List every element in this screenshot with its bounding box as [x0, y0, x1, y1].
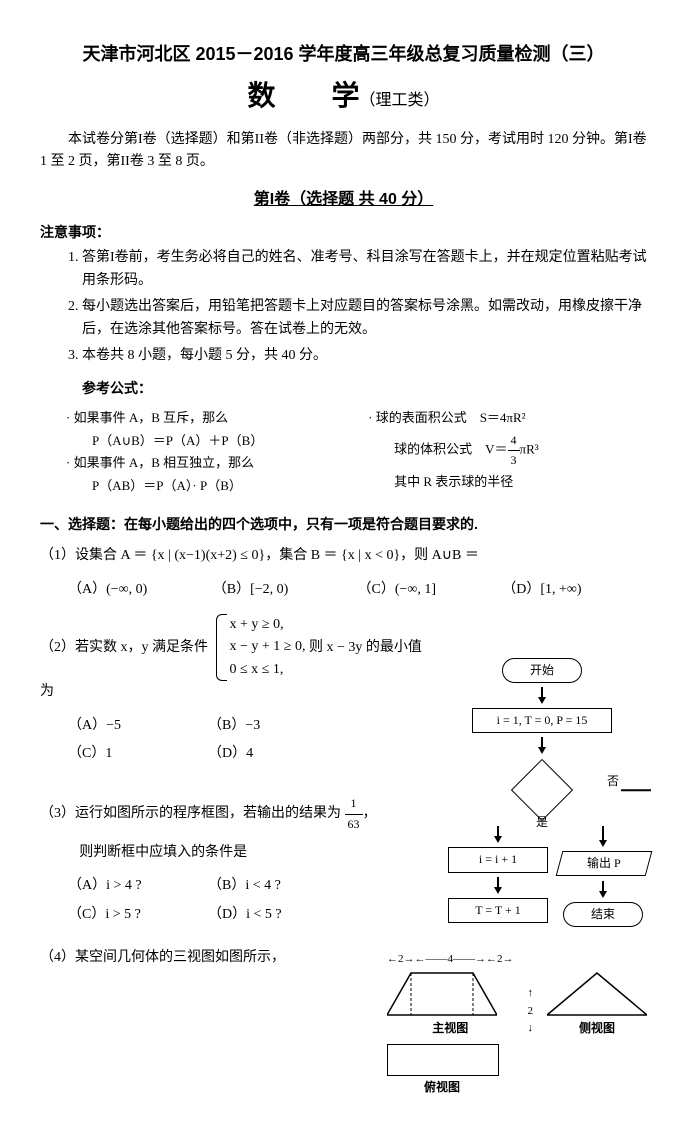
notice-item: 本卷共 8 小题，每小题 5 分，共 40 分。 — [82, 345, 647, 367]
flow-start: 开始 — [502, 658, 582, 683]
notice-list: 答第I卷前，考生务必将自己的姓名、准考号、科目涂写在答题卡上，并在规定位置粘贴考… — [40, 247, 647, 367]
flow-init: i = 1, T = 0, P = 15 — [472, 708, 612, 733]
section-1-title: 第I卷（选择题 共 40 分） — [40, 187, 647, 213]
question-1: （1）设集合 A ＝ {x | (x−1)(x+2) ≤ 0}，集合 B ＝ {… — [40, 545, 647, 604]
q1-options: （A）(−∞, 0) （B）[−2, 0) （C）(−∞, 1] （D）[1, … — [68, 576, 647, 604]
flow-step2: T = T + 1 — [448, 898, 548, 923]
formula-line: 球的体积公式 V＝43πR³ — [368, 431, 647, 470]
formula-block: · 如果事件 A，B 互斥，那么 P（A∪B）＝P（A）＋P（B） · 如果事件… — [66, 406, 647, 499]
formula-line: · 如果事件 A，B 相互独立，那么 — [66, 453, 345, 474]
q3-opt-c: （C）i > 5 ? — [68, 904, 208, 926]
q2-opt-b: （B）−3 — [208, 715, 348, 737]
flow-output: 输出 P — [556, 851, 653, 876]
top-view-label: 俯视图 — [387, 1078, 497, 1097]
q2-options: （A）−5 （B）−3 （C）1 （D）4 — [68, 712, 348, 769]
page-title: 天津市河北区 2015－2016 学年度高三年级总复习质量检测（三） — [40, 40, 647, 69]
side-view-label: 侧视图 — [547, 1019, 647, 1038]
notice-item: 每小题选出答案后，用铅笔把答题卡上对应题目的答案标号涂黑。如需改动，用橡皮擦干净… — [82, 296, 647, 341]
q1-opt-b: （B）[−2, 0) — [213, 579, 358, 601]
q3-stem-b: ， — [363, 806, 377, 821]
formula-line: 其中 R 表示球的半径 — [368, 472, 647, 493]
subject-text: 数 学 — [247, 80, 359, 111]
formula-line: · 球的表面积公式 S＝4πR² — [368, 408, 647, 429]
q1-opt-c: （C）(−∞, 1] — [358, 579, 503, 601]
q2-c2: x − y + 1 ≥ 0, — [230, 639, 306, 654]
formula-right: · 球的表面积公式 S＝4πR² 球的体积公式 V＝43πR³ 其中 R 表示球… — [368, 406, 647, 499]
q1-opt-d: （D）[1, +∞) — [502, 579, 647, 601]
three-view-diagram: ←2→←——4——→←2→ 主视图 ↑2↓ — [387, 951, 647, 1097]
formula-left: · 如果事件 A，B 互斥，那么 P（A∪B）＝P（A）＋P（B） · 如果事件… — [66, 406, 345, 499]
q1-opt-a: （A）(−∞, 0) — [68, 579, 213, 601]
q2-opt-c: （C）1 — [68, 743, 208, 765]
subject-title: 数 学（理工类） — [40, 74, 647, 119]
front-view — [387, 969, 497, 1017]
q3-opt-a: （A）i > 4 ? — [68, 875, 208, 897]
side-view — [547, 969, 647, 1017]
q2-c3: 0 ≤ x ≤ 1, — [230, 662, 284, 677]
top-view — [387, 1044, 499, 1076]
formula-line: P（AB）＝P（A）· P（B） — [66, 476, 345, 497]
category-text: （理工类） — [360, 92, 440, 109]
mc-section-head: 一、选择题：在每小题给出的四个选项中，只有一项是符合题目要求的. — [40, 513, 647, 535]
flow-step1: i = i + 1 — [448, 847, 548, 872]
notice-label: 注意事项： — [40, 221, 647, 243]
flowchart-diagram: 开始 i = 1, T = 0, P = 15 否 是 i = i + 1 — [437, 654, 647, 931]
intro-paragraph: 本试卷分第I卷（选择题）和第II卷（非选择题）两部分，共 150 分，考试用时 … — [40, 129, 647, 174]
q3-opt-d: （D）i < 5 ? — [208, 904, 348, 926]
notice-item: 答第I卷前，考生务必将自己的姓名、准考号、科目涂写在答题卡上，并在规定位置粘贴考… — [82, 247, 647, 292]
flow-decision — [512, 760, 572, 820]
formula-label: 参考公式： — [40, 377, 647, 399]
q2-constraints: x + y ≥ 0, x − y + 1 ≥ 0, 0 ≤ x ≤ 1, — [216, 614, 306, 681]
q2-opt-a: （A）−5 — [68, 715, 208, 737]
formula-line: · 如果事件 A，B 互斥，那么 — [66, 408, 345, 429]
flow-end: 结束 — [563, 902, 643, 927]
formula-line: P（A∪B）＝P（A）＋P（B） — [66, 431, 345, 452]
q2-opt-d: （D）4 — [208, 743, 348, 765]
q3-opt-b: （B）i < 4 ? — [208, 875, 348, 897]
flow-yes-label: 是 — [536, 813, 548, 832]
q3-options: （A）i > 4 ? （B）i < 4 ? （C）i > 5 ? （D）i < … — [68, 872, 348, 929]
flow-no-label: 否 — [607, 772, 619, 791]
question-4-block: ←2→←——4——→←2→ 主视图 ↑2↓ — [40, 947, 647, 1097]
q1-stem: （1）设集合 A ＝ {x | (x−1)(x+2) ≤ 0}，集合 B ＝ {… — [40, 545, 647, 567]
q3-fraction: 1 63 — [345, 794, 363, 833]
front-view-label: 主视图 — [387, 1019, 514, 1038]
q2-stem-a: （2）若实数 x，y 满足条件 — [40, 640, 208, 655]
q2-c1: x + y ≥ 0, — [230, 617, 284, 632]
q3-stem-a: （3）运行如图所示的程序框图，若输出的结果为 — [40, 806, 341, 821]
